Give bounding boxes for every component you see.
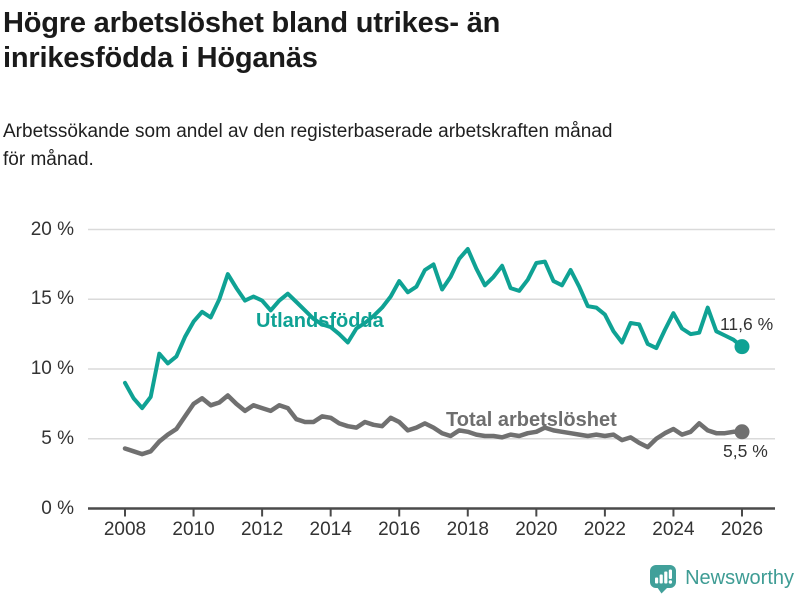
x-axis-label: 2008: [103, 519, 147, 540]
title-line-1: Högre arbetslöshet bland utrikes- än: [3, 7, 501, 39]
bar-chart-speech-bubble-icon: [650, 565, 677, 594]
series-line-utlandsfodda: [123, 247, 744, 411]
title-line-2: inrikesfödda i Höganäs: [3, 42, 318, 75]
x-axis-label: 2026: [720, 519, 764, 540]
series-label-utlandsfodda: Utlandsfödda: [256, 310, 384, 332]
brand-name: Newsworthy: [685, 567, 794, 589]
end-value-label-total: 5,5 %: [723, 441, 768, 461]
y-axis-label: 5 %: [41, 427, 74, 449]
x-axis-label: 2022: [583, 519, 627, 540]
y-axis-label: 0 %: [41, 497, 74, 519]
x-axis-label: 2010: [172, 519, 215, 540]
subtitle-line-2: för månad.: [3, 148, 94, 170]
x-axis-label: 2016: [378, 519, 421, 540]
y-axis-label: 15 %: [30, 288, 74, 310]
x-axis-label: 2014: [309, 519, 352, 540]
series-end-dot-utlandsfodda: [734, 339, 750, 355]
page-title: Högre arbetslöshet bland utrikes- än inr…: [3, 6, 723, 77]
x-axis-label: 2024: [652, 519, 695, 540]
x-axis-ticks: [124, 508, 743, 517]
y-axis-label: 20 %: [30, 218, 74, 240]
series-end-dot-total: [734, 424, 750, 440]
subtitle-line-1: Arbetssökande som andel av den registerb…: [3, 121, 613, 142]
series-label-total-arbetsloshet: Total arbetslöshet: [446, 409, 617, 431]
x-axis-label: 2012: [240, 519, 284, 540]
newsworthy-brand: Newsworthy: [648, 563, 794, 594]
end-value-label-utlandsfodda: 11,6 %: [720, 314, 774, 334]
y-axis-label: 10 %: [30, 358, 74, 379]
series-line-total-arbetsloshet: [122, 393, 745, 457]
x-axis-label: 2020: [515, 519, 558, 540]
chart-subtitle: Arbetssökande som andel av den registerb…: [3, 118, 783, 173]
x-axis-label: 2018: [446, 519, 489, 540]
